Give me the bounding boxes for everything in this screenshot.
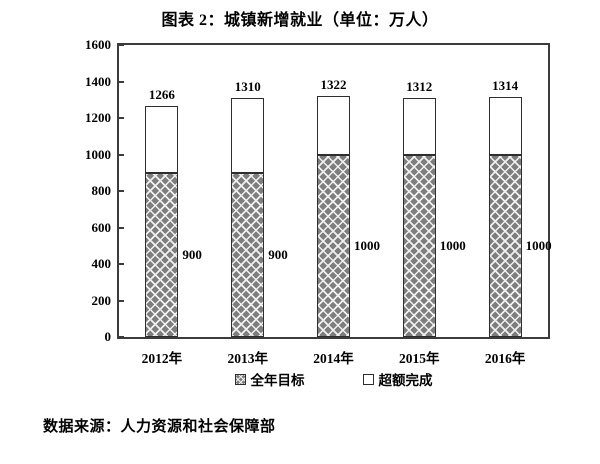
bar-total-label: 1310 bbox=[234, 78, 261, 94]
chart-title: 图表 2：城镇新增就业（单位：万人） bbox=[161, 12, 439, 29]
y-axis-tick bbox=[119, 153, 124, 156]
y-axis-label: 600 bbox=[91, 219, 112, 235]
bar-segment-overfulfilled bbox=[488, 97, 522, 155]
y-axis-label: 1600 bbox=[85, 37, 111, 52]
bar-target-label: 1000 bbox=[439, 237, 466, 253]
legend-swatch-white-icon bbox=[362, 373, 374, 385]
x-axis-label: 2016年 bbox=[484, 351, 526, 366]
bar-target-label: 1000 bbox=[354, 237, 380, 253]
y-axis-tick bbox=[119, 80, 124, 83]
y-axis-tick bbox=[119, 190, 124, 192]
bar-segment-overfulfilled bbox=[402, 97, 436, 155]
x-axis-label: 2012年 bbox=[141, 351, 183, 366]
bar-segment-overfulfilled bbox=[317, 95, 350, 155]
bar-segment-overfulfilled bbox=[145, 105, 179, 173]
y-axis-tick bbox=[119, 263, 124, 265]
bar-target-label: 1000 bbox=[525, 237, 552, 253]
x-axis-label: 2014年 bbox=[313, 351, 354, 366]
bar-segment-target bbox=[145, 172, 179, 337]
bar-segment-target bbox=[317, 154, 350, 337]
y-axis-tick bbox=[119, 299, 124, 302]
bar-total-label: 1266 bbox=[148, 86, 175, 102]
bar-segment-overfulfilled bbox=[231, 97, 265, 173]
y-axis-label: 1400 bbox=[85, 73, 111, 89]
bar-total-label: 1312 bbox=[406, 78, 433, 94]
x-axis-label: 2015年 bbox=[399, 351, 440, 366]
bar-target-label: 900 bbox=[268, 246, 288, 262]
bar-segment-target bbox=[488, 154, 522, 337]
y-axis-tick bbox=[119, 336, 124, 338]
plot-area: 0 200 400 600 800 1000 1200 1400 1600 1266 900 131… bbox=[85, 37, 552, 388]
legend-item: 全年目标 bbox=[234, 369, 305, 389]
bar-total-label: 1322 bbox=[320, 76, 347, 92]
y-axis-label: 0 bbox=[104, 329, 112, 344]
y-axis-tick bbox=[119, 226, 124, 229]
legend-item: 超额完成 bbox=[362, 369, 433, 389]
bar-segment-target bbox=[402, 154, 436, 337]
legend-swatch-hatched-icon bbox=[234, 373, 246, 385]
y-axis-tick bbox=[119, 44, 124, 46]
y-axis-label: 200 bbox=[91, 292, 112, 308]
legend-label: 全年目标 bbox=[250, 373, 305, 388]
bar-segment-target bbox=[231, 172, 265, 337]
x-axis-label: 2013年 bbox=[227, 351, 268, 366]
legend-label: 超额完成 bbox=[378, 373, 433, 388]
legend: 全年目标 超额完成 bbox=[119, 369, 548, 389]
source-note: 数据来源：人力资源和社会保障部 bbox=[43, 419, 276, 435]
bar-total-label: 1314 bbox=[492, 78, 519, 94]
y-axis-label: 1200 bbox=[85, 110, 111, 125]
y-axis-tick bbox=[119, 117, 124, 119]
y-axis-label: 1000 bbox=[85, 146, 111, 162]
y-axis-label: 400 bbox=[91, 256, 112, 271]
y-axis-label: 800 bbox=[91, 183, 112, 198]
bar-target-label: 900 bbox=[182, 246, 202, 262]
